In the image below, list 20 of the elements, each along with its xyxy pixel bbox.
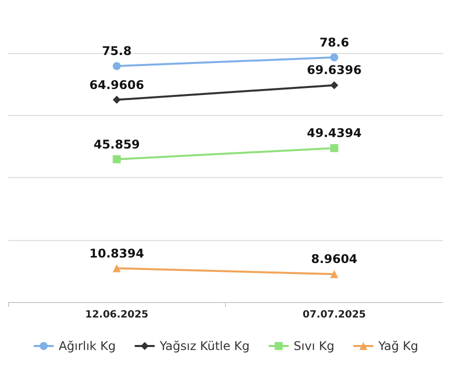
data-label: 75.8 (102, 44, 132, 58)
legend-label: Yağ Kg (377, 339, 418, 353)
point (330, 53, 338, 62)
data-label: 8.9604 (311, 252, 358, 266)
x-tick-label: 12.06.2025 (85, 310, 148, 320)
legend-label: Yağsız Kütle Kg (158, 339, 250, 353)
data-label: 49.4394 (306, 126, 362, 140)
point (330, 81, 338, 90)
data-label: 78.6 (319, 35, 350, 50)
data-label: 10.8394 (89, 246, 144, 260)
point (112, 155, 121, 164)
data-label: 64.9606 (89, 78, 144, 92)
legend-label: Ağırlık Kg (58, 339, 116, 353)
data-label: 69.6396 (306, 63, 362, 78)
point (112, 62, 121, 70)
point (330, 144, 338, 152)
point (112, 96, 121, 104)
x-tick-label: 07.07.2025 (302, 310, 366, 320)
data-label: 45.859 (94, 137, 140, 152)
legend-label: Sıvı Kg (294, 339, 334, 353)
